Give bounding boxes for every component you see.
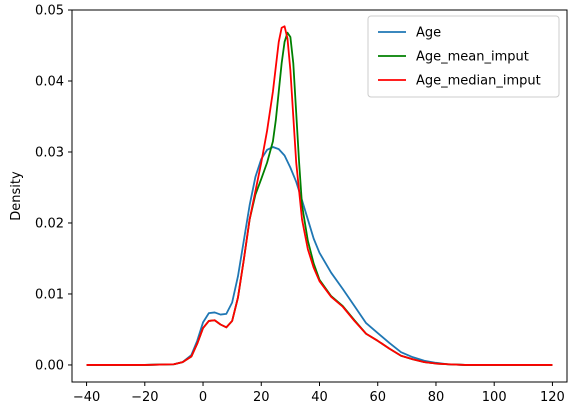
x-tick-label: 100	[482, 390, 507, 405]
series-line-2	[86, 25, 553, 366]
y-tick-label: 0.04	[35, 74, 64, 89]
y-tick-label: 0.05	[35, 4, 64, 19]
x-tick-label: 0	[199, 390, 207, 405]
x-tick-label: 120	[540, 390, 565, 405]
legend-label: Age	[416, 26, 441, 41]
y-tick-label: 0.00	[35, 358, 64, 373]
x-tick-label: −40	[73, 390, 100, 405]
legend-label: Age_median_imput	[416, 74, 541, 89]
legend-box	[367, 15, 560, 98]
y-tick-label: 0.02	[35, 216, 64, 231]
y-tick-label: 0.03	[35, 145, 64, 160]
x-tick-label: 20	[253, 390, 270, 405]
x-tick-label: −20	[131, 390, 158, 405]
y-axis: 0.00 0.01 0.02 0.03 0.04 0.05	[35, 4, 72, 373]
x-tick-label: 80	[428, 390, 445, 405]
legend: Age Age_mean_imput Age_median_imput	[367, 15, 560, 98]
y-tick-label: 0.01	[35, 287, 64, 302]
legend-label: Age_mean_imput	[416, 50, 529, 65]
y-axis-label: Density	[9, 171, 24, 221]
x-tick-label: 60	[369, 390, 386, 405]
series-line-0	[86, 146, 553, 366]
series-layer	[86, 25, 553, 366]
x-axis: −40 −20 0 20 40 60 80 100 120	[73, 382, 565, 405]
x-tick-label: 40	[311, 390, 328, 405]
